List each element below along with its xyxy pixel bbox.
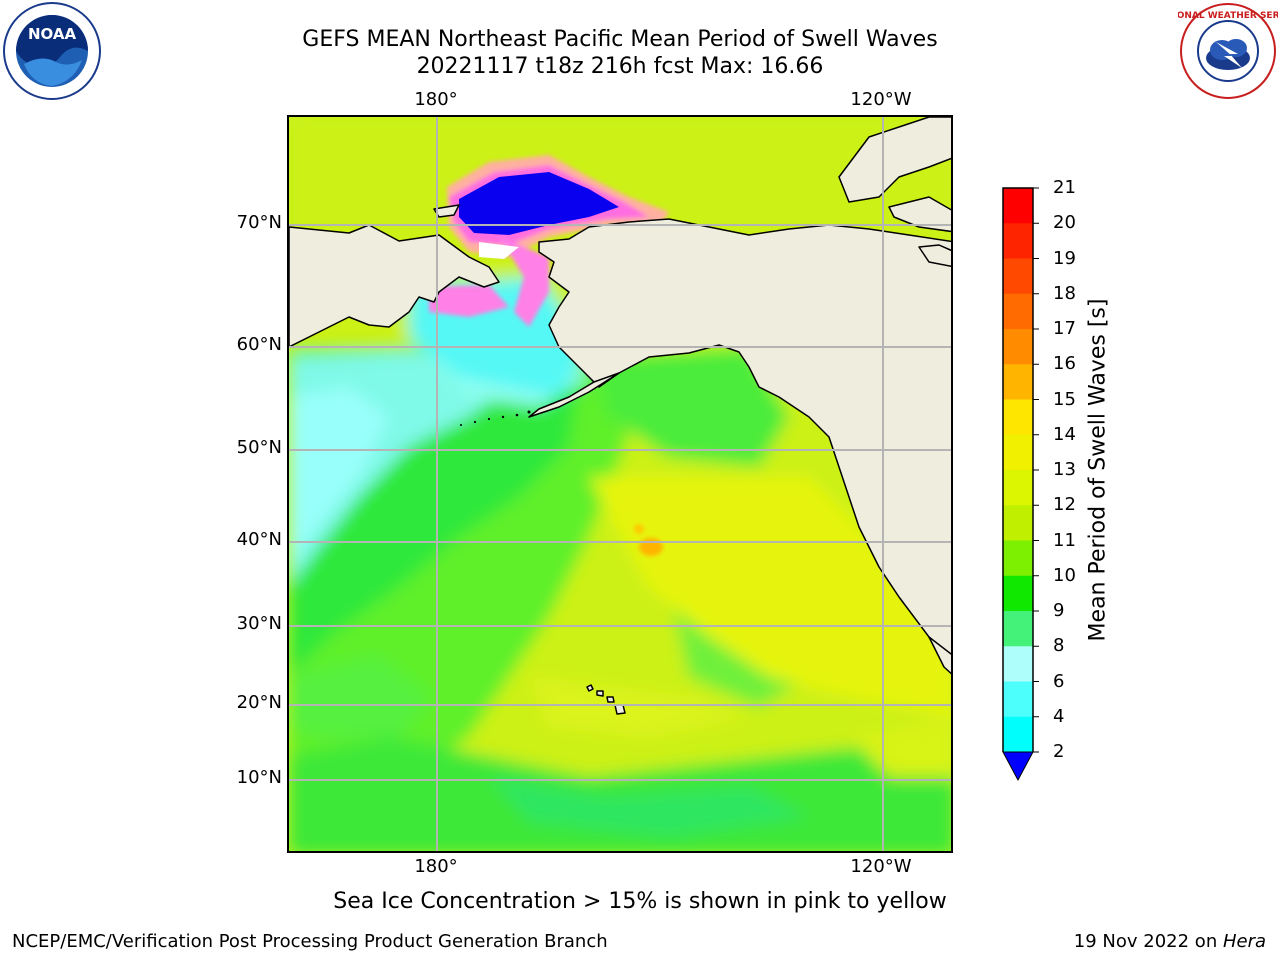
colorbar-tick-label: 21 [1053, 177, 1076, 198]
lat-tick-70n: 70°N [236, 212, 282, 233]
footer-date-text: 19 Nov 2022 on [1073, 931, 1223, 952]
colorbar-tick-label: 14 [1053, 423, 1076, 445]
colorbar-tick-label: 13 [1053, 459, 1076, 480]
colorbar-tick-label: 16 [1053, 353, 1076, 375]
graticule [289, 117, 951, 851]
colorbar-tick-label: 17 [1053, 318, 1076, 339]
noaa-logo-icon: NOAA [2, 2, 102, 100]
land [289, 117, 951, 715]
colorbar-bin [1003, 223, 1033, 259]
lat-tick-20n: 20°N [236, 692, 282, 713]
colorbar-tick-label: 4 [1053, 705, 1065, 727]
colorbar-bin [1003, 681, 1033, 718]
colorbar-bin [1003, 258, 1033, 295]
colorbar-bin [1003, 399, 1033, 436]
footer-host: Hera [1222, 931, 1266, 952]
colorbar-tick-label: 19 [1053, 247, 1076, 269]
footer-date: 19 Nov 2022 on Hera [1074, 931, 1266, 952]
colorbar-tick-label: 18 [1053, 282, 1076, 304]
lon-tick-top-120w: 120°W [850, 89, 912, 110]
colorbar-bin [1003, 364, 1033, 400]
colorbar-tick-label: 15 [1053, 388, 1076, 410]
colorbar-bin [1003, 188, 1033, 224]
arctic-low-swell [459, 172, 619, 235]
colorbar-tick-label: 9 [1053, 600, 1065, 621]
colorbar [1002, 187, 1039, 782]
lat-tick-50n: 50°N [236, 437, 282, 458]
lat-tick-40n: 40°N [236, 529, 282, 550]
colorbar-tick-label: 11 [1053, 529, 1076, 551]
lat-tick-10n: 10°N [236, 767, 282, 788]
colorbar-bin [1003, 434, 1033, 471]
footer-branch: NCEP/EMC/Verification Post Processing Pr… [12, 931, 608, 952]
nws-logo-icon: NATIONAL WEATHER SERVICE [1153, 2, 1280, 100]
sea-ice-caption: Sea Ice Concentration > 15% is shown in … [333, 889, 947, 914]
colorbar-tick-label: 20 [1053, 212, 1076, 234]
lon-tick-bottom-180: 180° [414, 856, 458, 877]
colorbar-bin [1003, 505, 1033, 541]
colorbar-bin [1003, 293, 1033, 330]
colorbar-bin [1003, 470, 1033, 506]
lat-tick-60n: 60°N [236, 334, 282, 355]
colorbar-tick-label: 8 [1053, 635, 1065, 657]
colorbar-bin [1003, 329, 1033, 365]
colorbar-bin [1003, 611, 1033, 647]
chart-subtitle: 20221117 t18z 216h fcst Max: 16.66 [416, 54, 824, 79]
lat-tick-30n: 30°N [236, 613, 282, 634]
colorbar-tick-label: 10 [1053, 564, 1076, 586]
lon-tick-bottom-120w: 120°W [850, 856, 912, 877]
colorbar-bin [1003, 540, 1033, 577]
colorbar-tick-label: 12 [1053, 494, 1076, 516]
swell-period-map [287, 115, 953, 853]
colorbar-tick-label: 2 [1053, 741, 1065, 762]
lon-tick-top-180: 180° [414, 89, 458, 110]
noaa-logo-text: NOAA [28, 25, 77, 43]
aleutian-islands [460, 410, 531, 426]
colorbar-tick-label: 6 [1053, 670, 1065, 692]
colorbar-title: Mean Period of Swell Waves [s] [1085, 298, 1111, 642]
colorbar-bin [1003, 716, 1033, 753]
colorbar-bin [1003, 646, 1033, 682]
nws-logo-text: NATIONAL WEATHER SERVICE [1178, 11, 1278, 21]
chart-title: GEFS MEAN Northeast Pacific Mean Period … [302, 27, 938, 52]
colorbar-under-triangle [1002, 751, 1034, 782]
colorbar-bin [1003, 575, 1033, 612]
